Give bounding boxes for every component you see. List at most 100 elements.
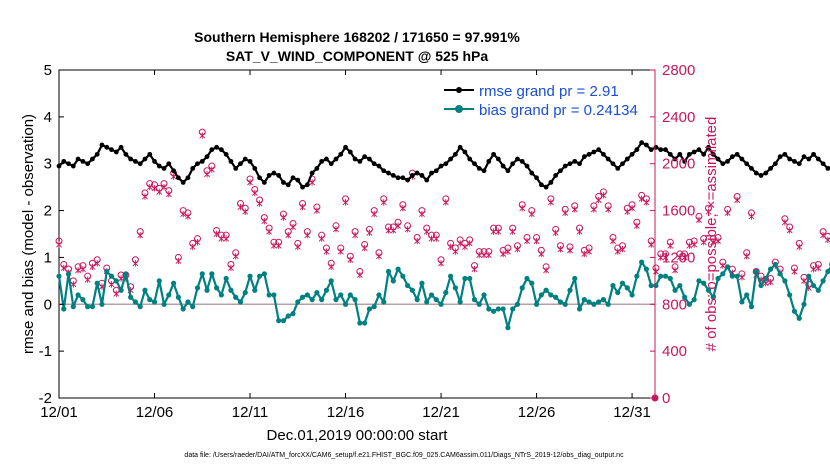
obs-assimilated-point (495, 228, 502, 235)
obs-assimilated-point (557, 246, 564, 253)
bias-point (362, 320, 368, 326)
rmse-point (634, 147, 640, 153)
rmse-point (457, 144, 463, 150)
bias-point (705, 287, 712, 293)
obs-assimilated-point (500, 250, 507, 258)
bias-point (533, 301, 540, 307)
rmse-point (448, 156, 454, 162)
obs-assimilated-point (175, 257, 182, 265)
obs-assimilated-point (796, 243, 803, 251)
bias-point (400, 273, 406, 279)
rmse-point (739, 156, 745, 162)
bias-point (357, 320, 363, 326)
bias-point (753, 268, 759, 275)
bias-point (581, 297, 587, 303)
obs-assimilated-point (385, 227, 392, 234)
bias-point (476, 301, 482, 307)
rmse-point (624, 156, 630, 162)
obs-assimilated-point (662, 254, 669, 261)
rmse-point (691, 149, 697, 155)
obs-assimilated-point (543, 267, 550, 274)
rmse-point (543, 184, 549, 190)
bias-point (108, 273, 115, 279)
bias-point (744, 292, 750, 298)
bias-point (596, 299, 602, 305)
rmse-point (801, 154, 807, 160)
bias-point (299, 294, 306, 300)
bias-point (643, 266, 650, 272)
bias-point (777, 271, 783, 277)
rmse-point (99, 142, 105, 148)
rmse-point (156, 163, 162, 169)
obs-assimilated-point (643, 199, 650, 206)
bias-point (767, 266, 774, 272)
bias-point (562, 301, 568, 307)
bias-point (510, 306, 516, 312)
bias-point (538, 292, 544, 298)
rmse-point (586, 151, 592, 157)
rmse-point (295, 177, 301, 183)
rmse-point (553, 173, 559, 178)
obs-assimilated-point (356, 271, 363, 279)
obs-assimilated-point (581, 250, 588, 258)
x-tick-label: 12/16 (327, 404, 365, 421)
obs-assimilated-point (204, 171, 210, 178)
obs-assimilated-point (433, 235, 440, 242)
obs-assimilated-point (514, 246, 521, 253)
rmse-point (419, 173, 425, 178)
bias-point (763, 275, 769, 282)
bias-point (419, 280, 425, 286)
rmse-point (591, 149, 597, 155)
rmse-point (386, 170, 391, 176)
rmse-point (104, 144, 110, 150)
obs-assimilated-point (562, 209, 569, 217)
bias-point (701, 280, 707, 286)
rmse-point (371, 161, 377, 167)
bias-point (194, 285, 201, 291)
bias-point (118, 287, 124, 293)
obs-assimilated-point (294, 243, 301, 251)
obs-assimilated-point (89, 263, 96, 270)
bias-point (314, 289, 320, 296)
bias-point (739, 299, 745, 305)
rmse-point (825, 166, 830, 171)
bias-point (381, 299, 387, 305)
rmse-point (409, 173, 415, 178)
obs-assimilated-point (638, 195, 645, 203)
bias-point (677, 282, 683, 289)
obs-assimilated-point (132, 260, 139, 267)
rmse-point (562, 163, 568, 169)
obs-assimilated-point (691, 241, 698, 248)
bias-point (591, 301, 597, 307)
bias-point (815, 287, 821, 293)
bias-point (490, 308, 497, 314)
bias-point (772, 261, 778, 268)
rmse-point (710, 151, 716, 157)
bias-point (462, 275, 468, 282)
bias-point (242, 289, 248, 296)
bias-point (567, 287, 573, 293)
bias-point (662, 273, 669, 279)
obs-assimilated-point (824, 236, 830, 244)
obs-assimilated-point (242, 208, 249, 215)
obs-assimilated-point (60, 264, 67, 272)
bias-point (820, 278, 826, 284)
bias-point (672, 287, 678, 293)
rmse-point (510, 161, 516, 167)
bias-point (467, 275, 473, 282)
bias-point (333, 297, 339, 303)
bias-point (385, 268, 392, 275)
rmse-point (462, 149, 468, 155)
obs-assimilated-point (681, 254, 688, 261)
bias-point (209, 271, 215, 277)
bias-point (734, 273, 740, 279)
rmse-point (347, 149, 353, 155)
bias-point (691, 297, 697, 303)
obs-assimilated-point (256, 200, 263, 207)
rmse-point (300, 184, 305, 190)
rmse-point (309, 170, 315, 176)
rmse-point (94, 151, 100, 157)
rmse-point (257, 175, 262, 181)
obs-assimilated-point (94, 260, 101, 267)
rmse-point (214, 144, 219, 150)
